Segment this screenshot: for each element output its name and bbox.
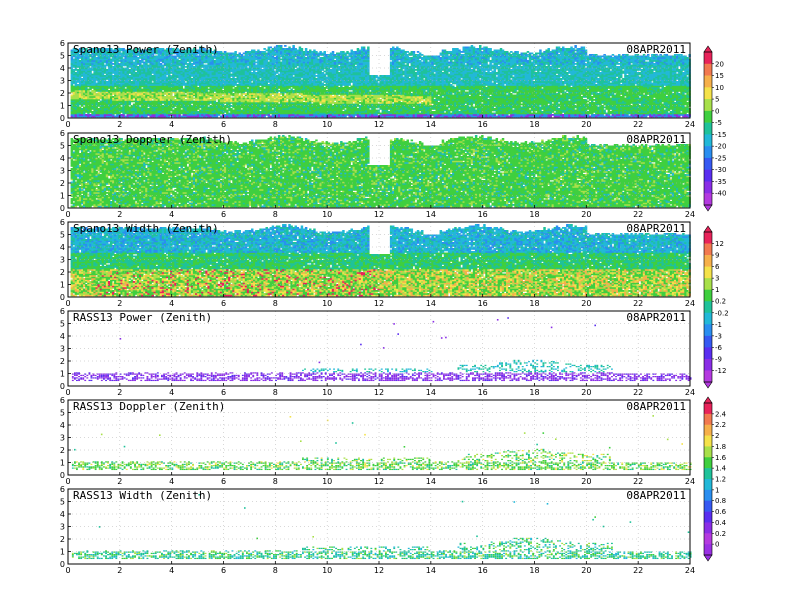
heatmap-cell: [91, 74, 93, 76]
heatmap-cell: [79, 60, 81, 62]
heatmap-cell: [83, 107, 85, 109]
heatmap-cell: [162, 92, 164, 94]
heatmap-cell: [147, 108, 149, 110]
heatmap-cell: [100, 101, 102, 103]
heatmap-cell: [147, 65, 149, 67]
heatmap-cell: [141, 65, 143, 67]
heatmap-cell: [139, 60, 141, 62]
heatmap-cell: [98, 108, 100, 110]
heatmap-cell: [141, 89, 143, 91]
heatmap-cell: [133, 104, 135, 106]
heatmap-cell: [110, 59, 112, 61]
heatmap-cell: [114, 116, 116, 118]
heatmap-cell: [125, 89, 127, 91]
heatmap-cell: [137, 66, 139, 68]
heatmap-cell: [91, 111, 93, 113]
heatmap-cell: [131, 81, 133, 83]
heatmap-cell: [79, 107, 81, 109]
heatmap-cell: [114, 89, 116, 91]
heatmap-cell: [77, 84, 79, 86]
heatmap-cell: [75, 72, 77, 74]
heatmap-cell: [108, 90, 110, 92]
heatmap-cell: [87, 89, 89, 91]
heatmap-cell: [129, 107, 131, 109]
heatmap-cell: [137, 57, 139, 59]
heatmap-cell: [91, 90, 93, 92]
heatmap-cell: [133, 101, 135, 103]
heatmap-cell: [125, 116, 127, 118]
heatmap-cell: [129, 69, 131, 71]
heatmap-cell: [106, 69, 108, 71]
heatmap-cell: [106, 81, 108, 83]
heatmap-cell: [85, 114, 87, 116]
heatmap-cell: [160, 63, 162, 65]
heatmap-cell: [122, 59, 124, 61]
heatmap-cell: [139, 107, 141, 109]
heatmap-cell: [129, 75, 131, 77]
heatmap-cell: [77, 69, 79, 71]
heatmap-cell: [162, 105, 164, 107]
heatmap-cell: [133, 62, 135, 64]
heatmap-cell: [98, 102, 100, 104]
heatmap-cell: [118, 63, 120, 65]
heatmap-cell: [71, 95, 73, 97]
